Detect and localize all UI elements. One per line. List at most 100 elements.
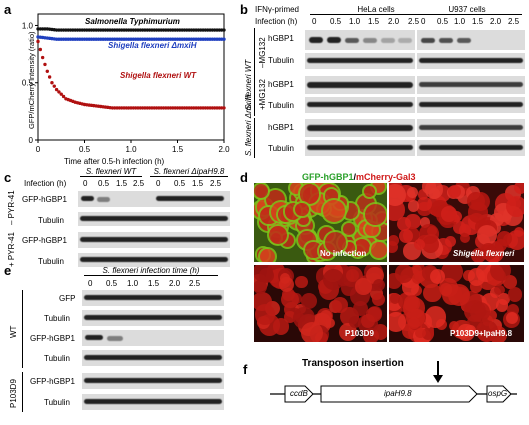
data-point: [71, 28, 75, 32]
gene-label: ospG: [488, 389, 508, 398]
time-tick: 0.5: [106, 279, 118, 288]
x-axis-label: Time after 0.5-h infection (h): [64, 157, 165, 166]
gene-label: ccdB: [290, 389, 308, 398]
data-point: [182, 37, 187, 41]
blot-e-tubulin: [82, 310, 224, 326]
panel-d-title: GFP-hGBP1/mCherry-Gal3: [302, 172, 416, 182]
time-tick: 2.0: [388, 17, 400, 26]
data-point: [122, 28, 126, 32]
cell-blob: [495, 239, 507, 251]
data-point: [57, 28, 61, 32]
micrograph-shigella: [389, 183, 524, 262]
data-point: [196, 37, 201, 41]
data-point: [189, 37, 194, 41]
data-point: [154, 37, 159, 41]
data-point: [138, 28, 142, 32]
time-tick: 0: [156, 179, 161, 188]
title-red: mCherry-Gal3: [356, 172, 416, 182]
data-point: [113, 28, 117, 32]
blot-u937-hgbp1-mxiH: [417, 119, 525, 137]
cell-blob: [415, 327, 426, 339]
cell-blob: [343, 242, 356, 254]
data-point: [108, 28, 112, 32]
data-point: [140, 28, 145, 32]
data-point: [40, 55, 45, 60]
data-point: [113, 106, 117, 110]
data-point: [173, 37, 177, 41]
data-point: [201, 37, 205, 41]
group-label: –MG132: [258, 37, 267, 68]
data-point: [129, 106, 133, 110]
data-point: [94, 28, 98, 32]
data-point: [138, 106, 142, 110]
data-point: [219, 37, 224, 41]
data-point: [68, 28, 73, 32]
data-point: [199, 37, 203, 41]
data-point: [126, 28, 131, 32]
data-point: [147, 37, 152, 41]
data-point: [89, 37, 94, 41]
data-point: [199, 106, 203, 110]
data-point: [157, 28, 161, 32]
data-point: [124, 106, 129, 110]
data-point: [213, 37, 217, 41]
cell-blob: [353, 238, 370, 255]
data-point: [166, 37, 170, 41]
cell-blob: [295, 275, 308, 289]
panel-e-title: S. flexneri infection time (h): [84, 266, 218, 276]
cell-blob: [361, 313, 376, 328]
cell-blob: [459, 232, 470, 243]
blot-c-gfp-hgbp1-minus: [78, 191, 230, 207]
y-tick-label: 1.0: [22, 21, 34, 30]
blot-c-gfp-hgbp1-plus: [78, 232, 230, 248]
bracket-line: [254, 28, 255, 116]
time-tick: 2.5: [189, 279, 201, 288]
y-axis-label: GFP/mCherry intensity (ratio): [27, 31, 36, 129]
data-point: [192, 106, 196, 110]
data-point: [143, 37, 147, 41]
data-point: [171, 37, 175, 41]
data-point: [106, 37, 110, 41]
data-point: [85, 28, 89, 32]
data-point: [103, 37, 108, 41]
time-tick: 1.0: [454, 17, 466, 26]
data-point: [124, 37, 129, 41]
data-point: [50, 81, 54, 85]
cell-blob: [441, 206, 457, 222]
data-point: [43, 27, 47, 31]
x-tick-label: 0.5: [79, 145, 91, 154]
data-point: [161, 28, 166, 32]
data-point: [196, 106, 201, 110]
blot-u937-hgbp1-minus: [417, 30, 525, 50]
cell-blob: [398, 228, 413, 243]
data-point: [115, 37, 119, 41]
group-label: + PYR-41: [7, 232, 16, 267]
data-point: [78, 37, 82, 41]
cell-blob: [254, 265, 273, 283]
cell-blob: [505, 195, 524, 218]
time-tick: 0.5: [98, 179, 110, 188]
panel-label-e: e: [4, 263, 12, 278]
data-point: [180, 106, 184, 110]
data-point: [73, 28, 77, 32]
strain-header-wt: S. flexneri WT: [80, 167, 142, 177]
data-point: [75, 37, 80, 41]
cell-blob: [422, 283, 442, 303]
data-point: [201, 106, 205, 110]
cell-blob: [289, 183, 302, 195]
blot-u937-tubulin-3: [417, 140, 525, 156]
data-point: [138, 37, 142, 41]
cell-blob: [407, 317, 421, 330]
data-point: [147, 106, 152, 110]
data-point: [78, 28, 82, 32]
blot-label: GFP: [59, 294, 76, 303]
data-point: [120, 37, 124, 41]
time-tick: 0: [88, 279, 93, 288]
data-point: [194, 106, 198, 110]
data-point: [36, 39, 40, 44]
panel-label-b: b: [240, 2, 248, 17]
series-label-mxiH: Shigella flexneri ΔmxiH: [108, 41, 197, 50]
data-point: [150, 106, 154, 110]
cell-blob: [417, 196, 432, 212]
time-tick: 0.5: [330, 17, 342, 26]
